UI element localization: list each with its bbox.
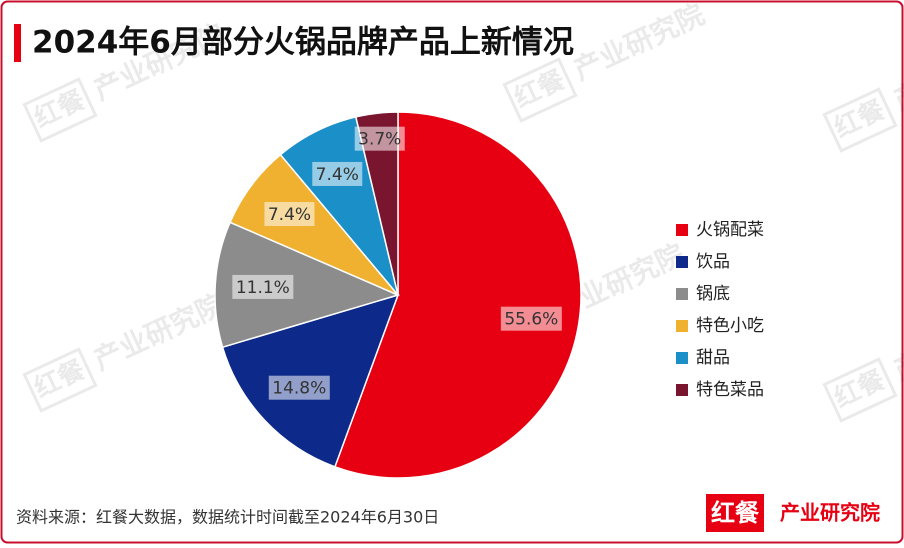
pie-slice [354,111,399,296]
legend-swatch [676,288,688,300]
legend-label: 饮品 [696,252,730,272]
logo-name: 产业研究院 [780,501,880,525]
data-label-bg [264,202,315,227]
legend-swatch [676,256,688,268]
chart-title: 2024年6月部分火锅品牌产品上新情况 [32,25,574,61]
data-label-bg [312,161,363,186]
legend-swatch [676,224,688,236]
logo-brand: 红餐 [711,499,760,527]
watermark-box [822,87,898,153]
source: 资料来源：红餐大数据，数据统计时间截至2024年6月30日 [16,508,439,527]
data-label: 14.8% [272,379,326,399]
title-bar [14,24,21,62]
data-label-bg [232,274,294,299]
legend-label: 特色小吃 [696,316,764,336]
pie-slice [333,111,582,479]
legend-label: 火锅配菜 [696,220,764,240]
data-label: 3.7% [358,130,401,150]
legend-swatch [676,320,688,332]
pie: 55.6% 14.8% 11.1% 7.4%7.4% 3.7% [214,111,582,479]
data-label-bg [268,375,330,400]
watermark-box [822,357,898,423]
legend-swatch [676,352,688,364]
data-label: 55.6% [504,310,558,330]
logo-box [706,494,764,532]
data-label-bg [354,126,405,151]
watermark-box [22,77,98,143]
legend-label: 特色菜品 [696,380,764,400]
legend-swatch [676,384,688,396]
data-label: 7.4% [268,205,311,225]
pie-slice [214,221,401,349]
watermark-box [502,57,578,123]
data-label-bg [500,306,562,331]
legend-label: 甜品 [696,348,730,368]
data-label: 7.4% [316,165,359,185]
watermark-box [22,347,98,413]
legend-label: 锅底 [696,284,730,304]
data-label: 11.1% [236,278,290,298]
